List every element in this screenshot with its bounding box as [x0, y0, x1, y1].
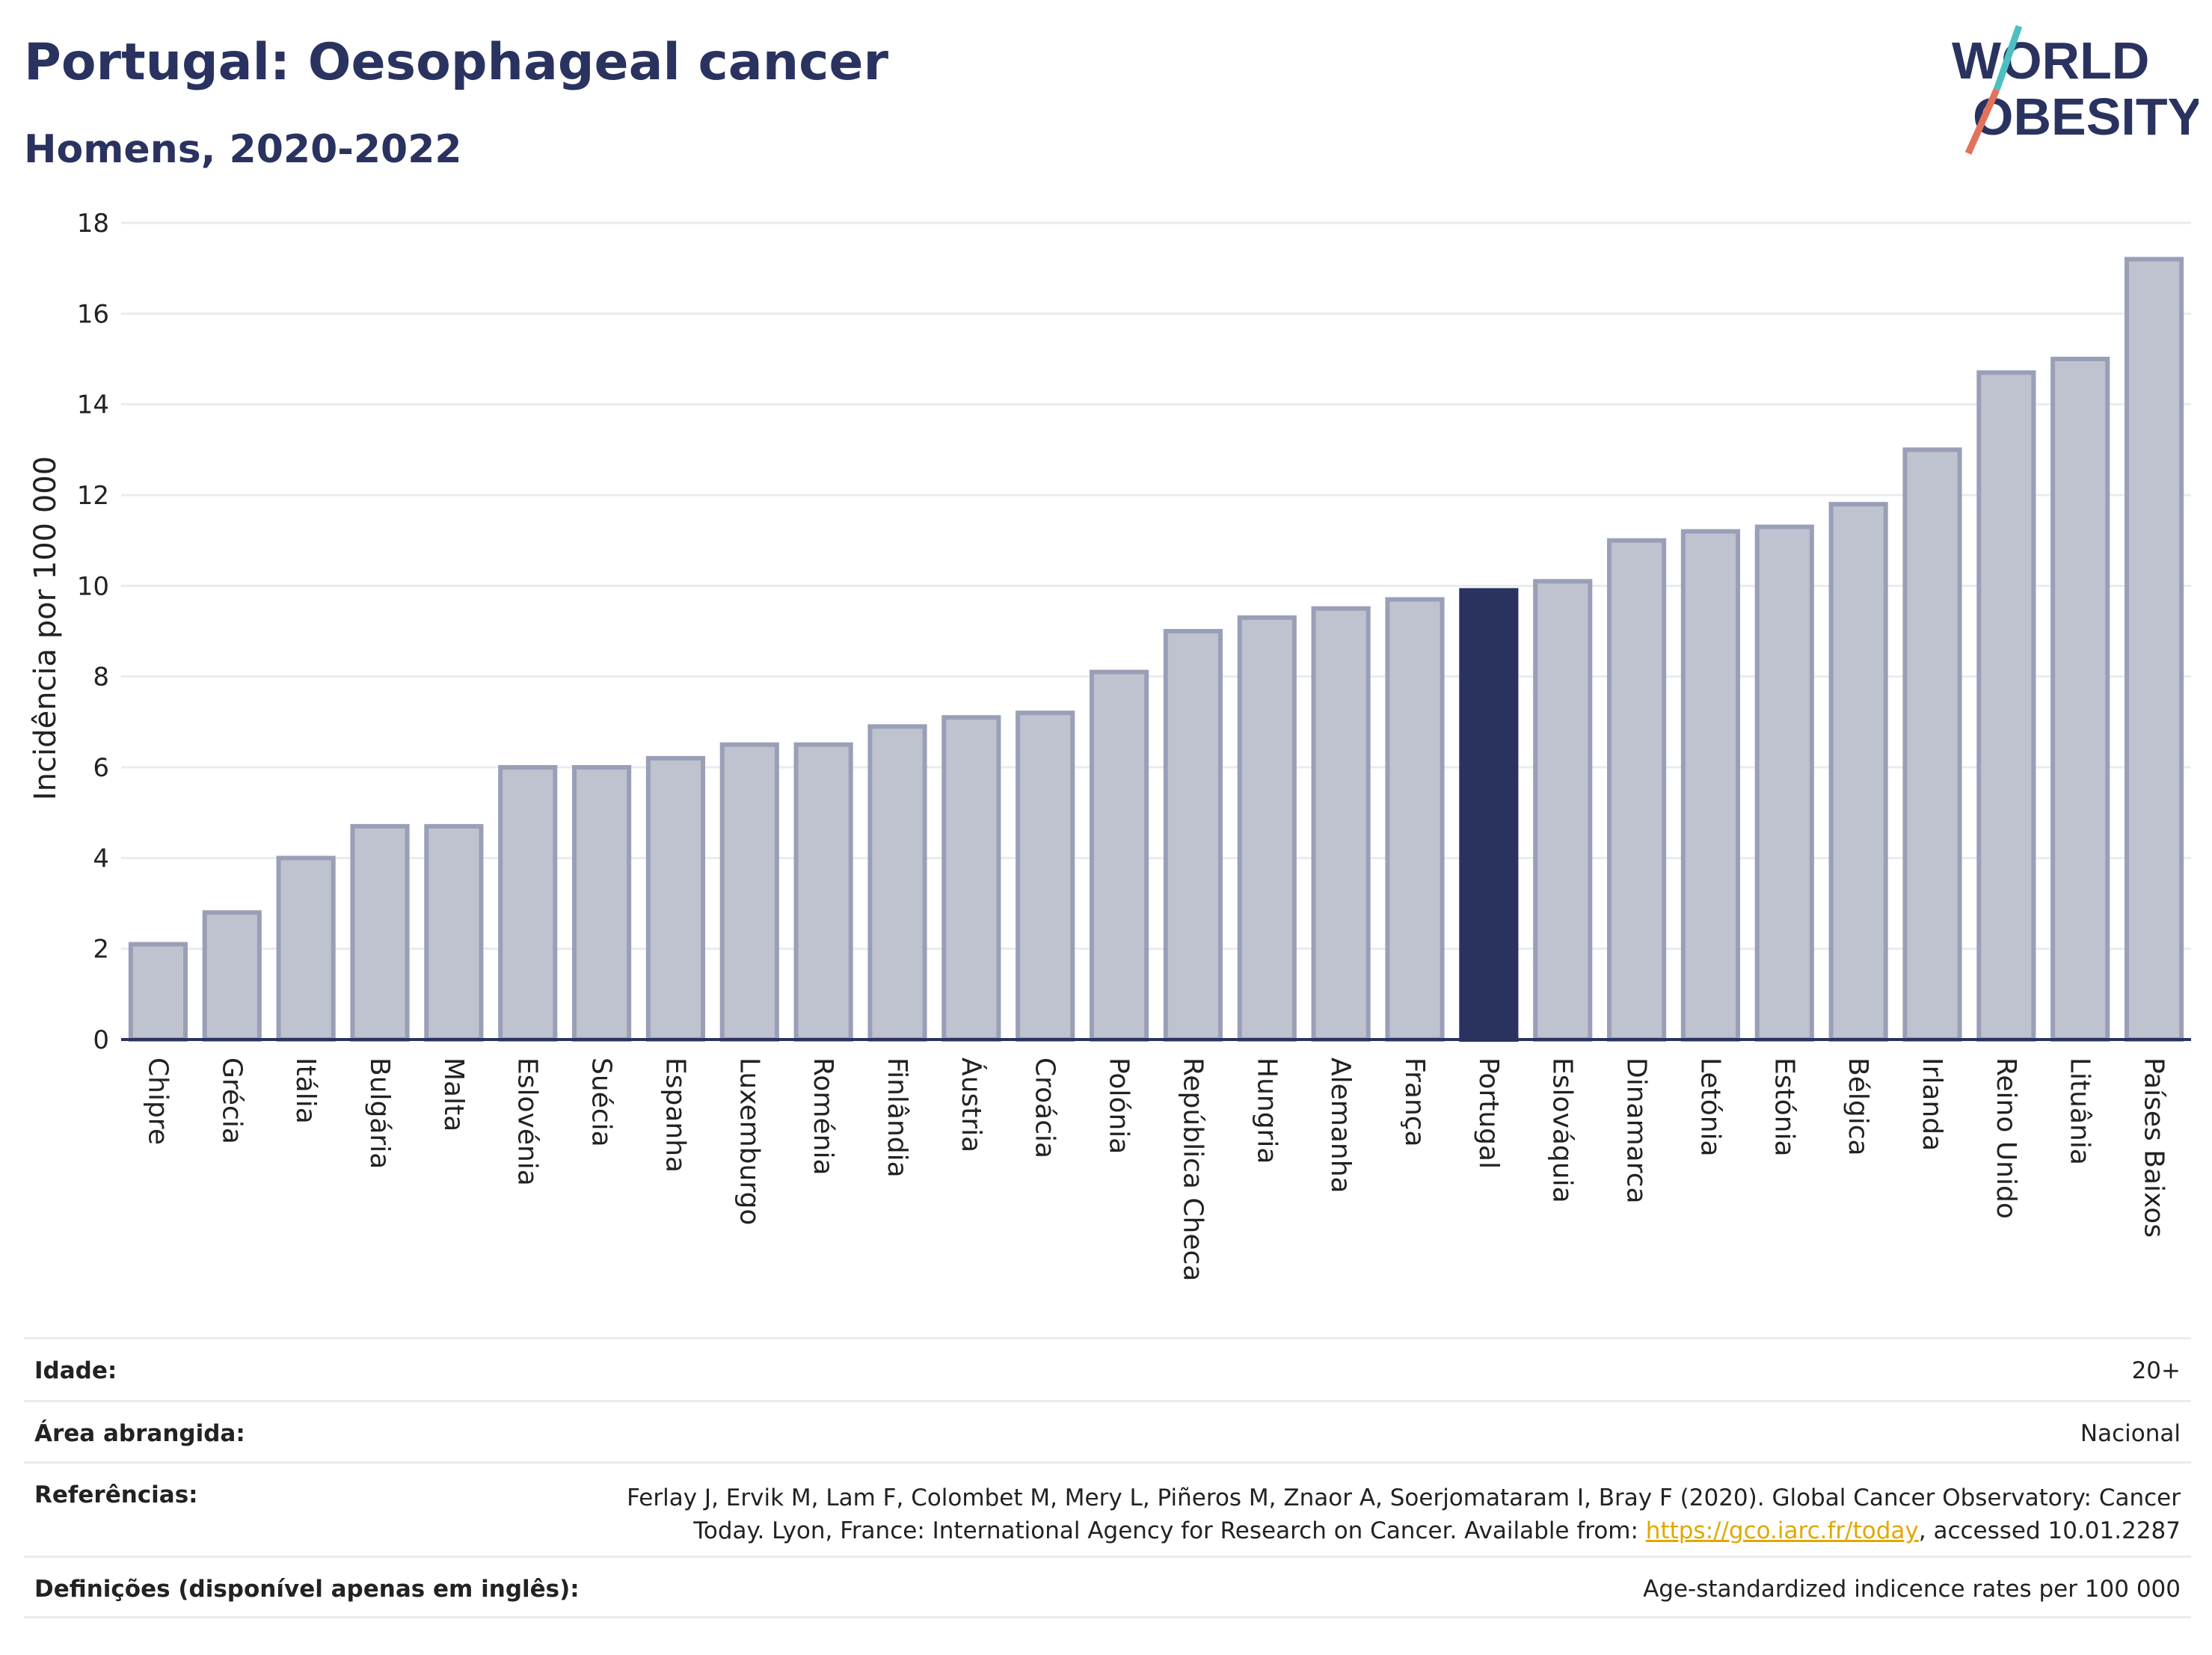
y-tick-label: 0 [93, 1025, 109, 1055]
bar-chart: 0 2 4 6 8 10 12 14 16 18 Chipre Grécia Itália Bulgári… [28, 209, 2191, 1281]
x-tick-label: Bélgica [1843, 1057, 1873, 1156]
reference-accessed: , accessed 10.01.2287 [1918, 1517, 2181, 1544]
x-tick-label: Estónia [1769, 1057, 1799, 1157]
y-tick-label: 8 [93, 663, 109, 693]
bar-grécia [202, 910, 262, 1042]
bar-letónia [1680, 529, 1741, 1042]
x-tick-label: Portugal [1473, 1057, 1504, 1169]
meta-label-area: Área abrangida: [34, 1420, 245, 1447]
axes: 0 2 4 6 8 10 12 14 16 18 Chipre Grécia Itália Bulgári… [77, 209, 2191, 1281]
logo-stripe-teal [1993, 25, 2023, 91]
bar-espanha [645, 755, 706, 1042]
x-tick-label: Eslováquia [1547, 1057, 1578, 1203]
bar-dinamarca [1606, 538, 1667, 1042]
x-tick-label: Polónia [1104, 1057, 1134, 1154]
y-tick-label: 18 [77, 209, 109, 239]
x-tick-label: Chipre [142, 1057, 173, 1145]
y-axis-title: Incidência por 100 000 [28, 456, 63, 800]
bars [128, 257, 2184, 1043]
chart-subtitle: Homens, 2020-2022 [24, 127, 462, 172]
bar-estónia [1754, 524, 1814, 1042]
x-tick-label: Grécia [216, 1057, 247, 1144]
bar-frança [1385, 597, 1445, 1042]
bar-lituânia [2050, 357, 2110, 1042]
y-tick-label: 12 [77, 481, 109, 511]
bar-suécia [571, 765, 632, 1042]
x-tick-label: Croácia [1030, 1057, 1060, 1158]
world-obesity-logo: WORLD OBESITY [1952, 25, 2199, 155]
meta-row-references: Referências: Ferlay J, Ervik M, Lam F, C… [24, 1461, 2191, 1556]
meta-label-references: Referências: [34, 1481, 198, 1508]
x-tick-label: Reino Unido [1991, 1057, 2021, 1219]
x-tick-label: Hungria [1251, 1057, 1282, 1164]
x-tick-label: Espanha [660, 1057, 690, 1173]
y-tick-label: 6 [93, 753, 109, 783]
bar-portugal [1459, 588, 1519, 1042]
bar-bélgica [1828, 502, 1888, 1042]
bar-eslováquia [1533, 579, 1593, 1042]
y-tick-label: 4 [93, 844, 109, 873]
x-tick-label: Dinamarca [1621, 1057, 1652, 1204]
meta-value-definitions: Age-standardized indicence rates per 100… [1643, 1576, 2181, 1603]
y-tick-label: 16 [77, 299, 109, 329]
y-tick-label: 10 [77, 571, 109, 601]
logo-stripe-coral [1964, 88, 2000, 155]
meta-row-area: Área abrangida: Nacional [24, 1400, 2191, 1461]
x-tick-label: Lituânia [2065, 1057, 2095, 1165]
bar-malta [424, 823, 484, 1043]
bar-alemanha [1311, 606, 1371, 1042]
reference-link[interactable]: https://gco.iarc.fr/today [1645, 1517, 1919, 1544]
x-tick-label: Países Baixos [2139, 1057, 2169, 1238]
x-tick-label: Bulgária [364, 1057, 395, 1169]
meta-value-references: Ferlay J, Ervik M, Lam F, Colombet M, Me… [550, 1481, 2181, 1547]
x-tick-label: Eslovénia [512, 1057, 543, 1186]
meta-label-age: Idade: [34, 1357, 117, 1384]
x-tick-label: Letónia [1695, 1057, 1725, 1157]
logo-line1: WORLD [1952, 31, 2149, 90]
bar-croácia [1016, 710, 1075, 1042]
meta-value-age: 20+ [2131, 1357, 2181, 1384]
x-tick-label: Itália [290, 1057, 321, 1124]
bar-bulgária [350, 823, 410, 1043]
y-tick-label: 2 [93, 935, 109, 965]
bar-finlândia [867, 724, 927, 1043]
bar-república-checa [1163, 629, 1223, 1042]
x-tick-label: França [1399, 1057, 1430, 1147]
x-tick-label: Luxemburgo [734, 1057, 764, 1225]
bar-áustria [941, 715, 1001, 1042]
bar-chipre [128, 942, 188, 1042]
bar-eslovénia [498, 765, 558, 1042]
x-tick-label: República Checa [1177, 1057, 1208, 1281]
bar-roménia [793, 742, 853, 1043]
bar-países-baixos [2124, 257, 2184, 1042]
x-tick-label: Suécia [586, 1057, 617, 1147]
bar-luxemburgo [719, 742, 779, 1043]
meta-row-age: Idade: 20+ [24, 1337, 2191, 1400]
x-tick-label: Malta [438, 1057, 469, 1132]
x-tick-label: Roménia [808, 1057, 838, 1176]
reference-text: Ferlay J, Ervik M, Lam F, Colombet M, Me… [627, 1484, 2181, 1544]
bar-irlanda [1902, 447, 1962, 1042]
bar-reino-unido [1976, 370, 2036, 1042]
metadata-table: Idade: 20+ Área abrangida: Nacional Refe… [24, 1337, 2191, 1618]
logo-line2: OBESITY [1973, 87, 2199, 146]
chart-title: Portugal: Oesophageal cancer [24, 33, 889, 92]
bar-polónia [1089, 669, 1149, 1042]
x-tick-label: Áustria [956, 1057, 987, 1152]
meta-label-definitions: Definições (disponível apenas em inglês)… [34, 1576, 580, 1603]
x-tick-label: Irlanda [1917, 1057, 1947, 1151]
meta-value-area: Nacional [2080, 1420, 2181, 1447]
bar-itália [276, 856, 336, 1043]
x-tick-label: Alemanha [1325, 1057, 1356, 1194]
meta-row-definitions: Definições (disponível apenas em inglês)… [24, 1556, 2191, 1618]
y-tick-label: 14 [77, 390, 109, 420]
bar-hungria [1237, 615, 1297, 1042]
x-tick-label: Finlândia [882, 1057, 912, 1178]
